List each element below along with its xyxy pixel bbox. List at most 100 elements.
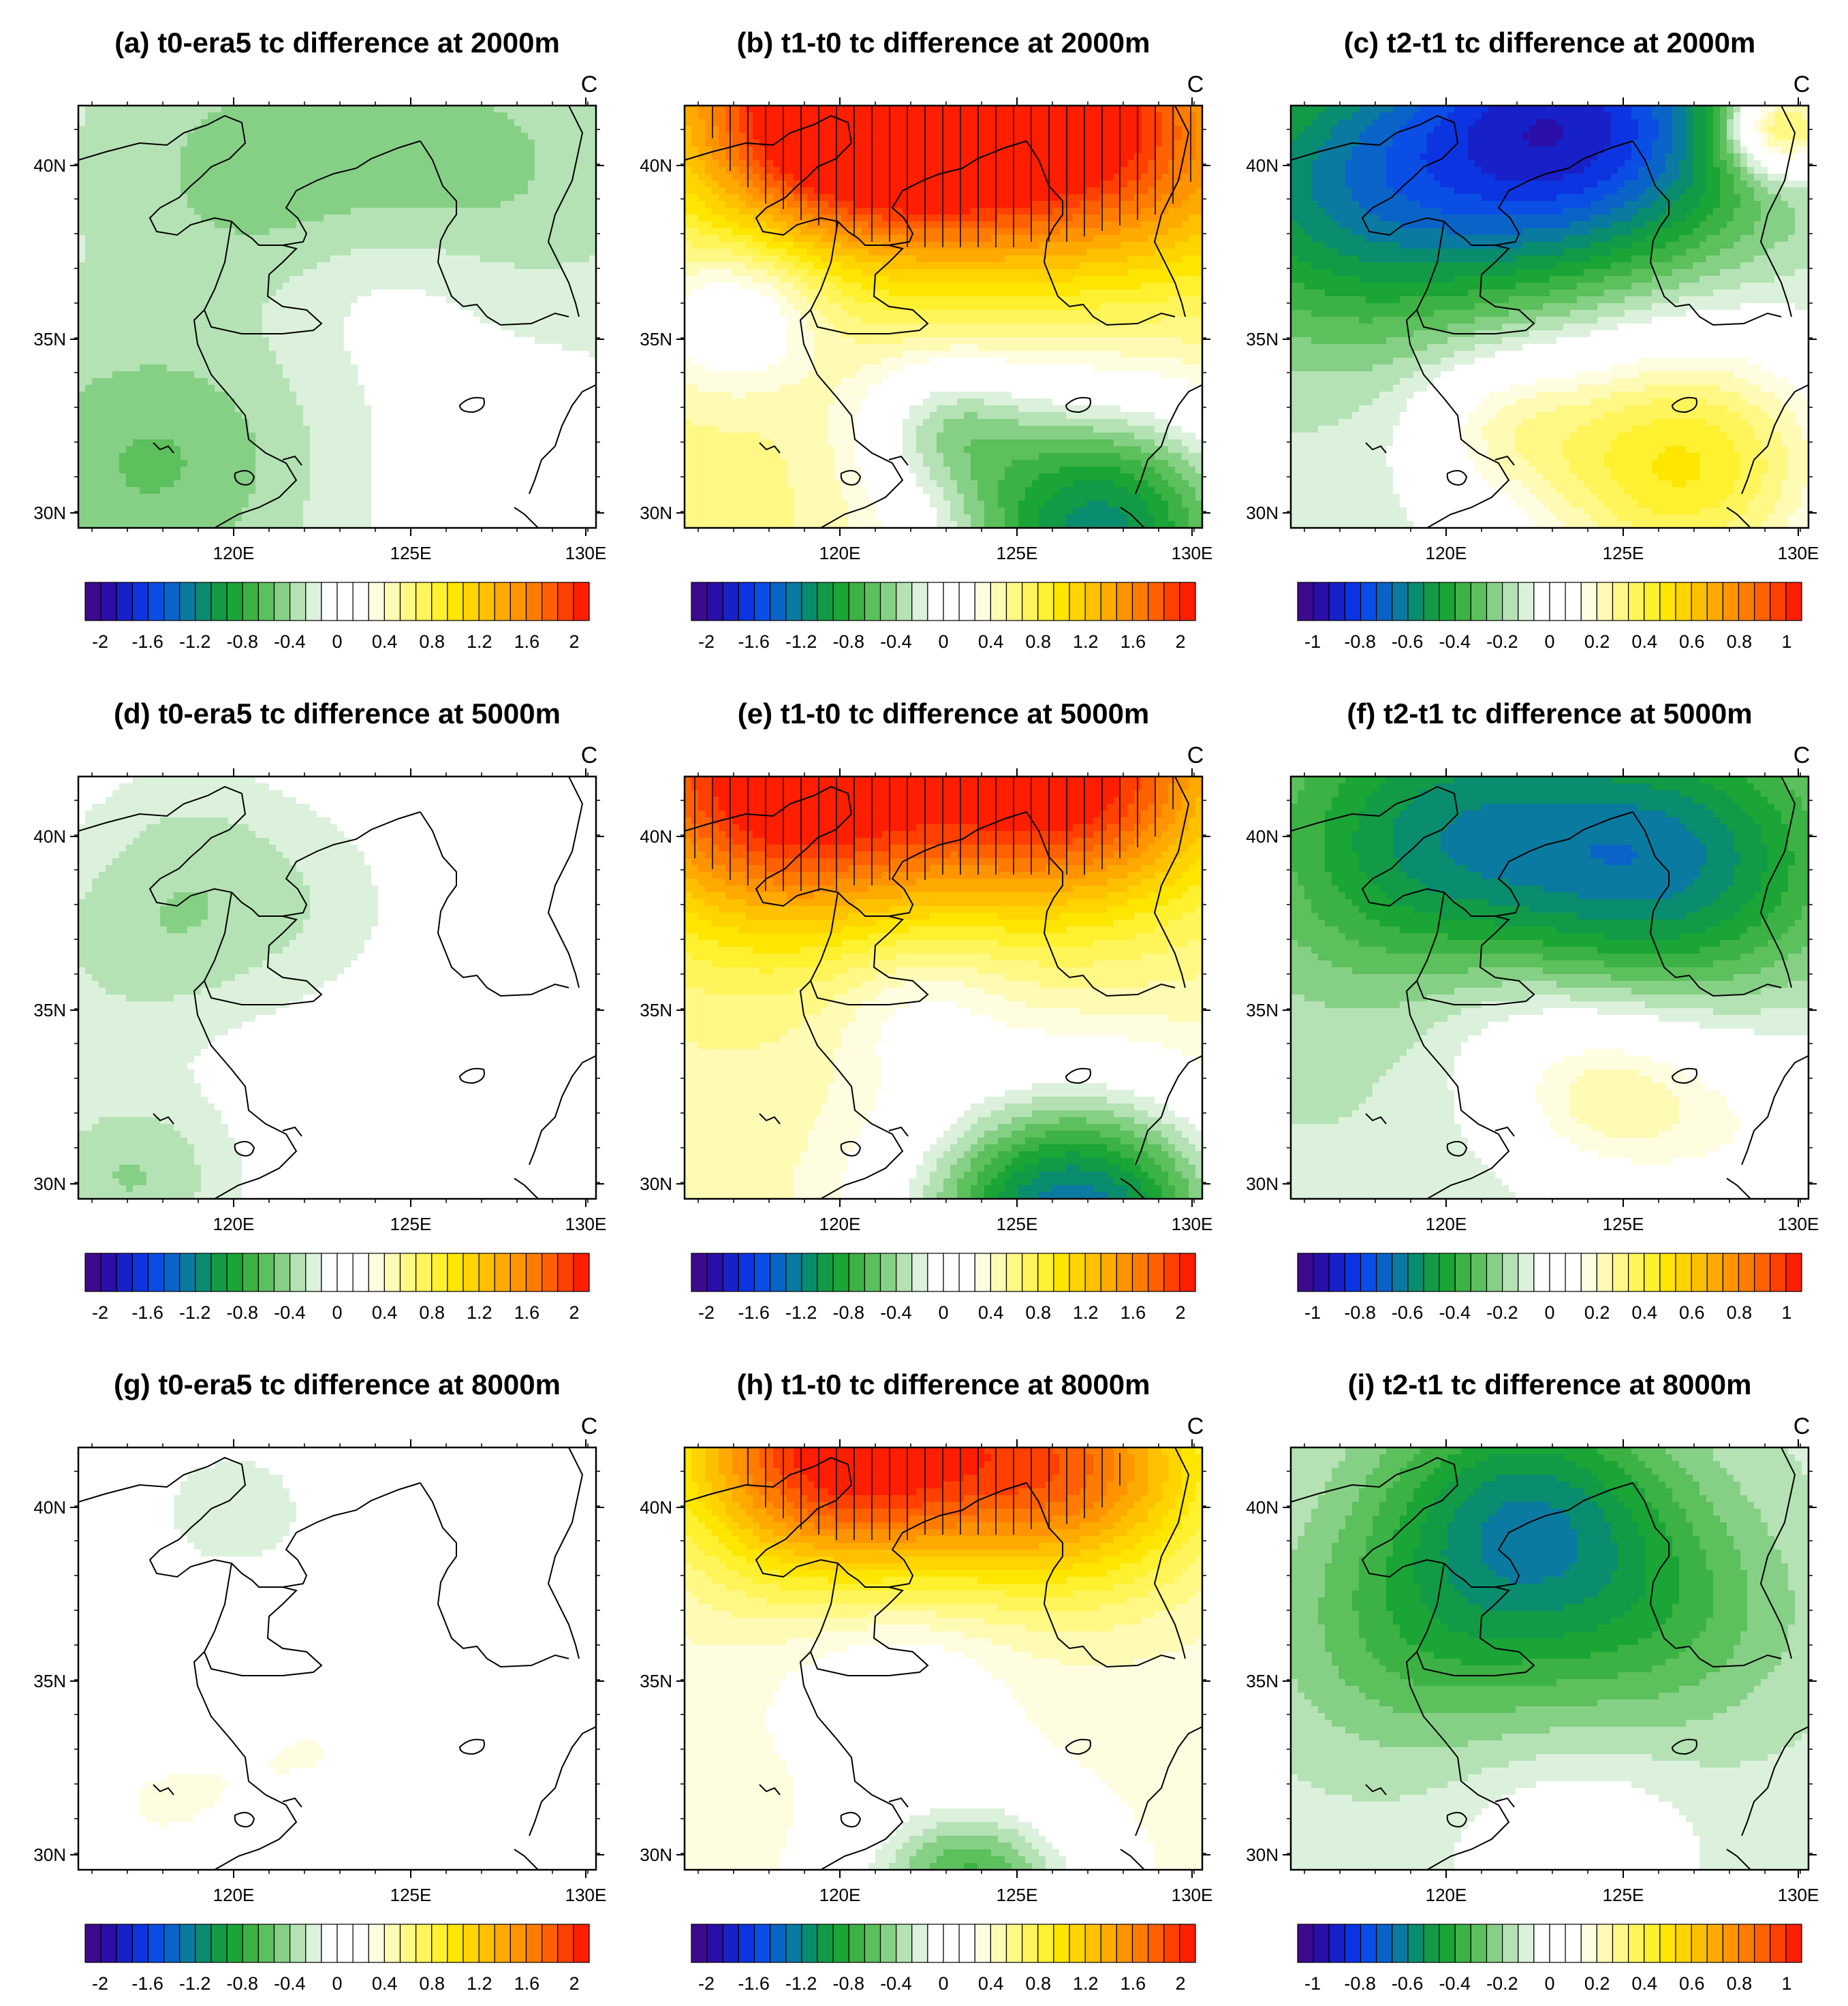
colorbar-swatch [691,1924,708,1963]
colorbar-label: -1.6 [131,631,163,652]
panel-title: (g) t0-era5 tc difference at 8000m [114,1368,561,1400]
colorbar-swatch [1163,1924,1180,1963]
panel-title: (e) t1-t0 tc difference at 5000m [738,698,1150,730]
panel-title: (b) t1-t0 tc difference at 2000m [737,27,1150,59]
colorbar-swatch [1659,1924,1676,1963]
colorbar-swatch [879,1253,897,1292]
colorbar-swatch [84,582,101,621]
colorbar-label: 0 [938,1973,948,1994]
lat-tick-label: 35N [1246,329,1279,349]
colorbar-swatch [1518,1924,1535,1963]
colorbar-label: 0 [938,1302,948,1323]
colorbar-swatch [1360,582,1377,621]
colorbar-label: 0.2 [1584,1302,1610,1323]
colorbar: -2 -1.6 -1.2 -0.8 -0.4 0 0.4 0.8 1.2 1.6 2 [691,582,1196,652]
colorbar-swatch [1470,582,1488,621]
colorbar-swatch [305,1253,322,1292]
colorbar-label: 0.4 [372,631,398,652]
colorbar-label: 0 [332,1973,342,1994]
colorbar-label: 1.6 [1121,1973,1146,1994]
colorbar-swatch [958,1924,975,1963]
colorbar-label: -1.6 [131,1302,163,1323]
colorbar-label: 1.2 [467,1973,492,1994]
colorbar-swatch [257,1253,275,1292]
colorbar-swatch [801,582,818,621]
colorbar-swatch [100,582,117,621]
colorbar-swatch [416,1253,433,1292]
colorbar-label: 0.8 [1025,631,1051,652]
colorbar-label: 0 [938,631,948,652]
colorbar-swatch [226,1924,243,1963]
colorbar-label: 0.8 [419,1302,445,1323]
colorbar-swatch [557,582,574,621]
colorbar-swatch [463,582,480,621]
colorbar-swatch [1328,1253,1345,1292]
colorbar-swatch [896,582,913,621]
colorbar-swatch [1439,1253,1456,1292]
colorbar-label: -0.8 [833,1302,865,1323]
colorbar-swatch [1675,582,1692,621]
colorbar-swatch [242,1924,259,1963]
shaded-field [78,1447,596,1870]
colorbar-swatch [1131,1253,1149,1292]
lon-tick-label: 120E [819,543,861,563]
colorbar-swatch [478,1924,495,1963]
colorbar-label: -1.6 [738,631,770,652]
colorbar-swatch [706,582,723,621]
colorbar-swatch [753,1924,771,1963]
colorbar-swatch [1069,582,1086,621]
colorbar-swatch [573,582,590,621]
colorbar-label: 0.6 [1679,631,1705,652]
significance-hatching [747,1447,1121,1540]
colorbar-label: 2 [1175,631,1185,652]
lon-tick-label: 120E [213,1885,255,1905]
colorbar-swatch [817,1924,834,1963]
colorbar-swatch [1691,1253,1708,1292]
colorbar-swatch [525,582,543,621]
lat-tick-label: 30N [33,1174,66,1194]
colorbar: -2 -1.6 -1.2 -0.8 -0.4 0 0.4 0.8 1.2 1.6 2 [691,1253,1196,1323]
lon-tick-label: 125E [390,1885,432,1905]
lat-tick-label: 30N [33,1845,66,1865]
colorbar-label: -0.2 [1486,1973,1518,1994]
colorbar-swatch [1084,1924,1101,1963]
colorbar-swatch [210,582,228,621]
colorbar-swatch [1533,582,1550,621]
colorbar-label: 0 [1544,631,1554,652]
lon-tick-label: 120E [819,1885,861,1905]
colorbar-swatch [1470,1253,1488,1292]
colorbar-swatch [1100,1253,1117,1292]
map-panel-g: (g) t0-era5 tc difference at 8000m C 120E 1… [33,1368,606,1994]
colorbar-label: 1.6 [514,1302,540,1323]
colorbar-swatch [785,1924,802,1963]
lon-tick-label: 125E [997,1214,1038,1234]
shaded-field [78,106,596,528]
colorbar-label: -1.6 [738,1302,770,1323]
colorbar-swatch [1580,582,1597,621]
colorbar-label: -1 [1304,1973,1321,1994]
shaded-field [685,777,1202,1199]
colorbar-swatch [226,582,243,621]
colorbar-swatch [1053,582,1070,621]
colorbar-swatch [1376,582,1393,621]
colorbar-label: -0.8 [227,1302,259,1323]
colorbar-swatch [273,1924,291,1963]
colorbar-swatch [100,1924,117,1963]
colorbar-swatch [210,1924,228,1963]
lon-tick-label: 130E [1172,1885,1213,1905]
colorbar-swatch [801,1924,818,1963]
colorbar-swatch [179,1924,196,1963]
colorbar-swatch [399,1253,417,1292]
colorbar-swatch [431,1253,448,1292]
colorbar-swatch [1116,1924,1133,1963]
lon-tick-label: 125E [997,543,1038,563]
lat-tick-label: 30N [1246,503,1279,523]
map-panel-e: (e) t1-t0 tc difference at 5000m C 120E 125… [640,698,1212,1323]
colorbar-swatch [321,582,338,621]
colorbar-label: -0.8 [833,631,865,652]
colorbar-swatch [494,582,511,621]
map-frame [683,104,1204,529]
colorbar-swatch [510,582,527,621]
colorbar-swatch [1580,1924,1597,1963]
colorbar-swatch [1644,582,1661,621]
